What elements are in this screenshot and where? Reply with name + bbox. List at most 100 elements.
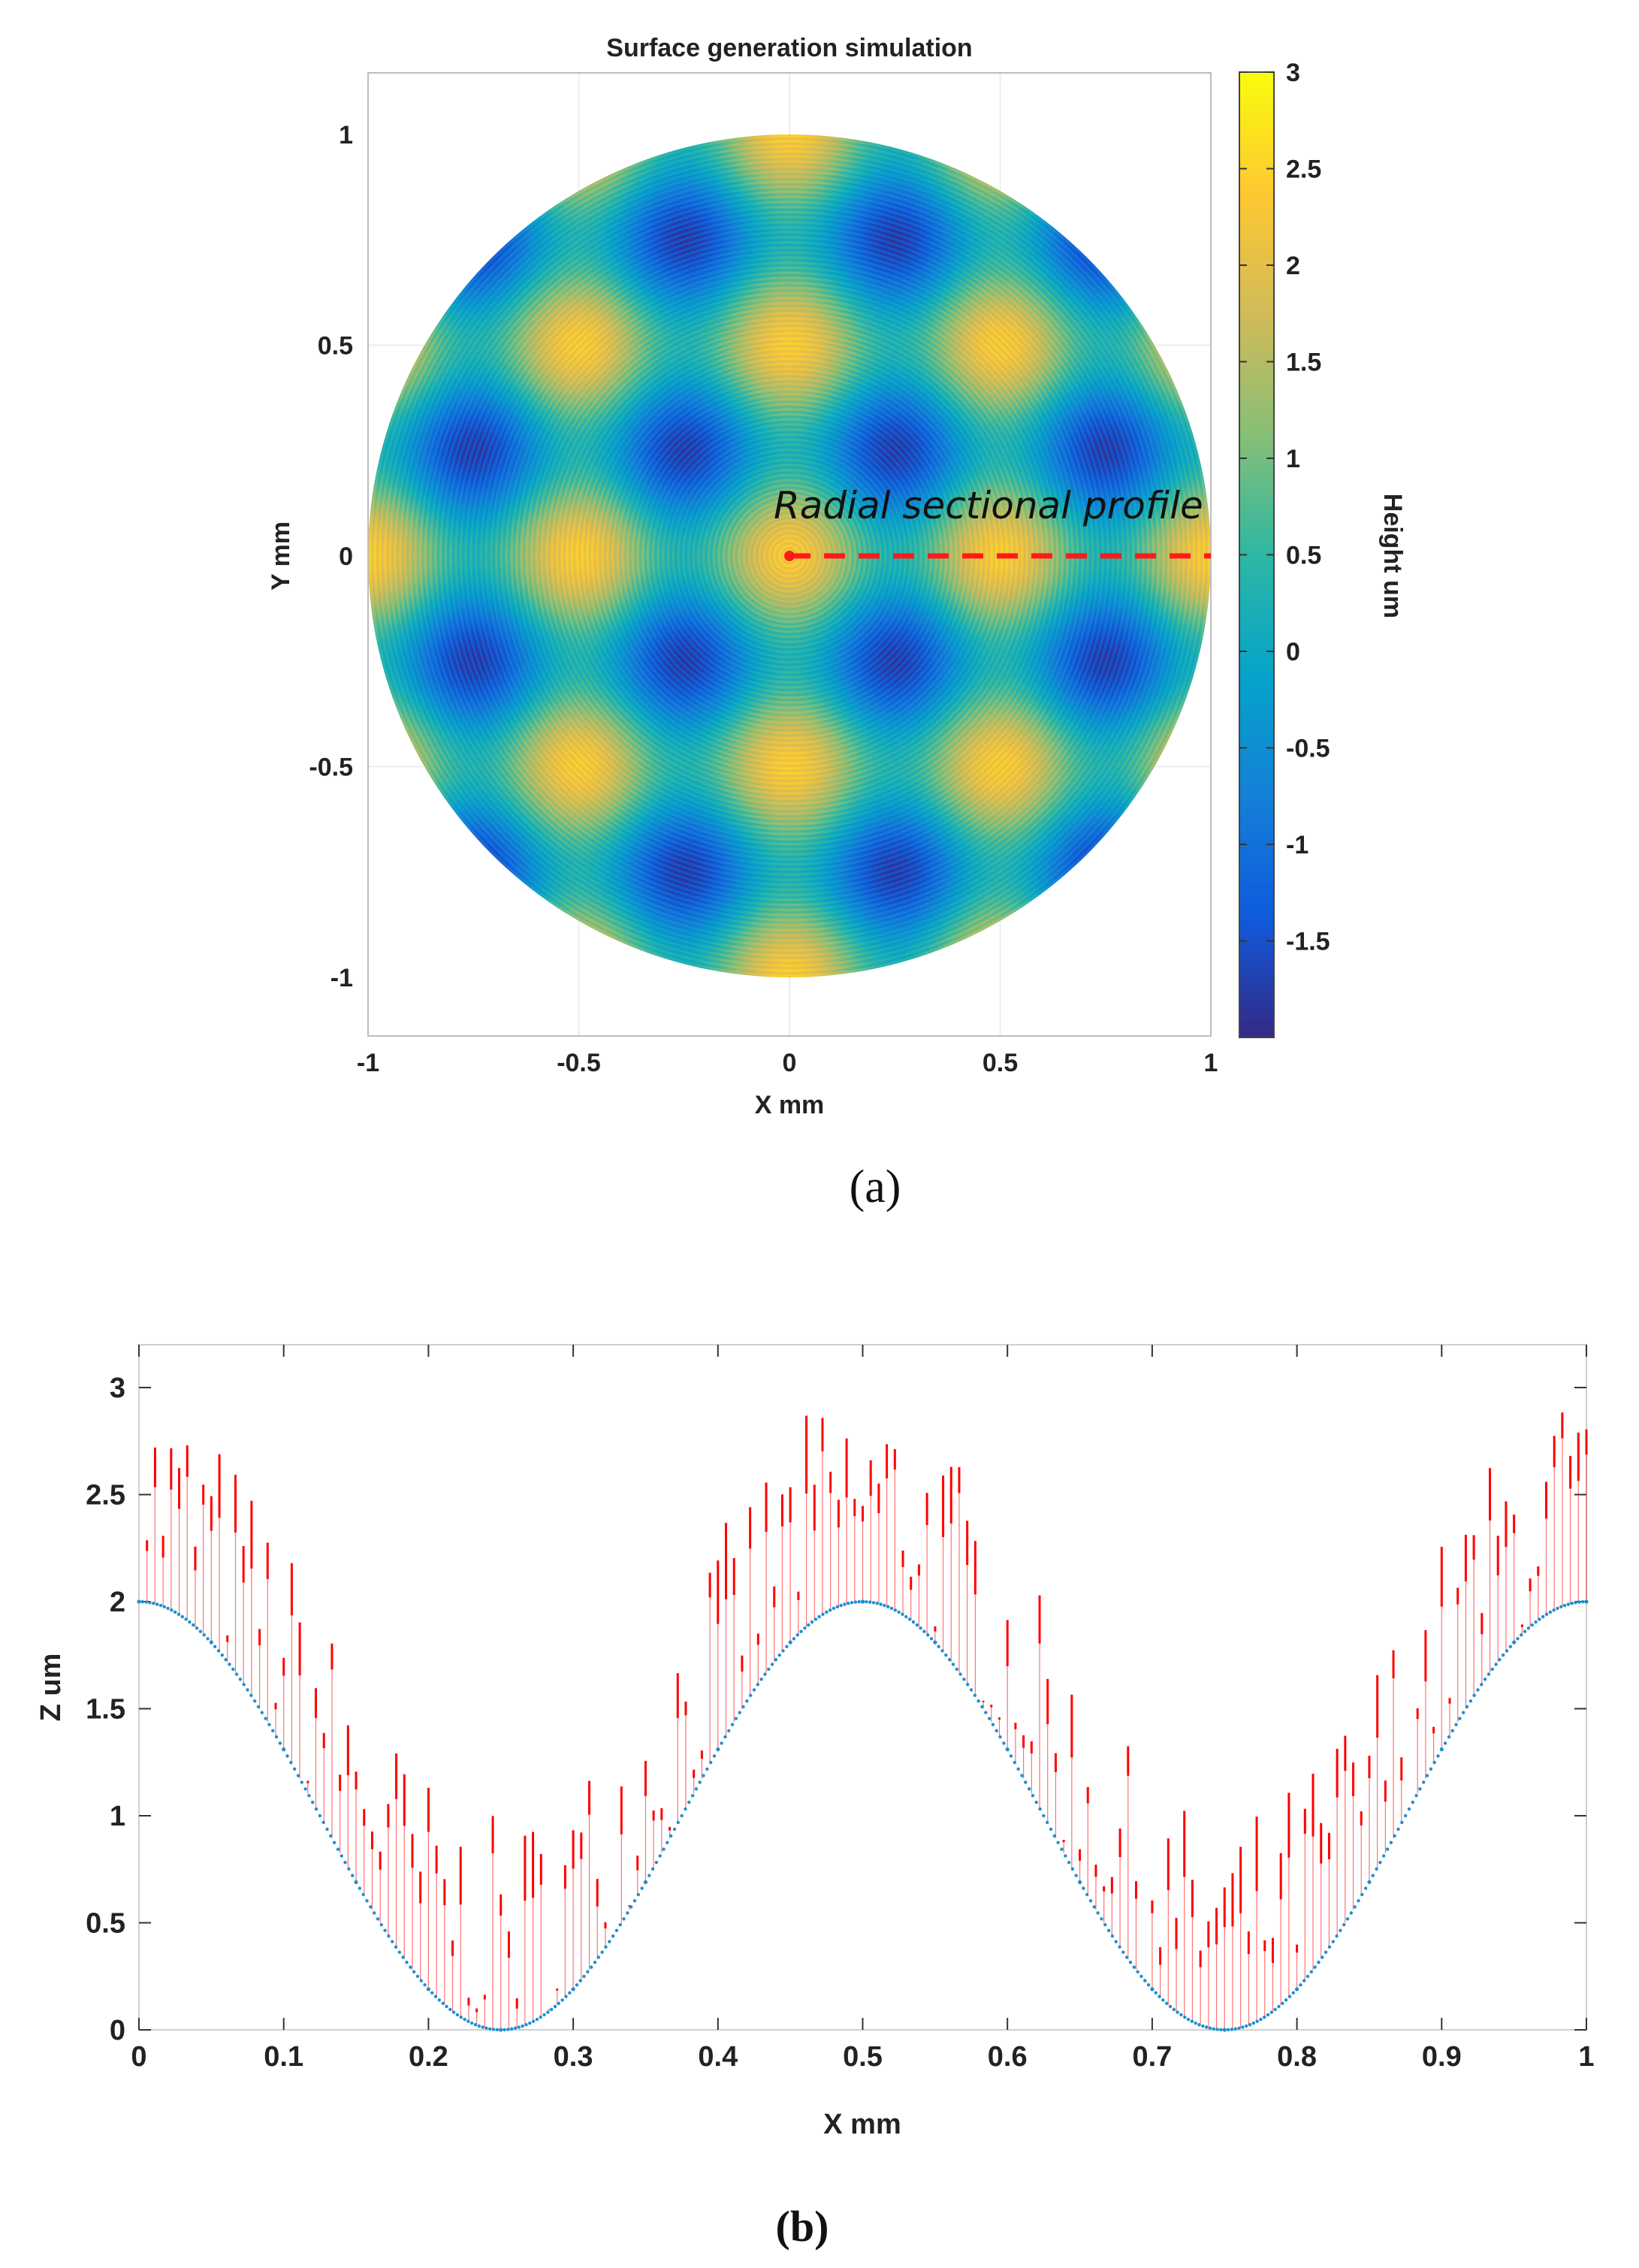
chart-b-profile-point <box>1020 1774 1024 1777</box>
chart-b-profile-point <box>684 1807 687 1811</box>
chart-b-profile-point <box>1472 1693 1476 1698</box>
chart-b-profile-point <box>329 1834 333 1838</box>
chart-b-profile-point <box>300 1780 303 1784</box>
chart-b-x-axis-label: X mm <box>823 2109 901 2140</box>
chart-b-profile-point <box>694 1787 699 1791</box>
chart-b-profile-point <box>1197 2022 1201 2027</box>
chart-b-profile-point <box>777 1653 781 1657</box>
chart-b-profile-point <box>318 1813 322 1818</box>
chart-b-profile-point <box>708 1760 713 1765</box>
chart-b-profile-point <box>596 1955 601 1959</box>
chart-b-profile-point <box>206 1637 210 1641</box>
chart-b-profile-point <box>264 1717 267 1720</box>
chart-b-profile-point <box>397 1950 402 1954</box>
chart-b-profile-point <box>752 1688 756 1692</box>
panel-a: Surface generation simulation -1 -0.5 0 0.5… <box>267 34 1407 1213</box>
chart-b-profile-point <box>998 1735 1002 1739</box>
chart-b-profile-point <box>1143 1979 1147 1983</box>
chart-b-y-tick-label: 2 <box>110 1587 125 1618</box>
chart-b-profile-point <box>412 1970 416 1974</box>
chart-b-profile-point <box>513 2026 518 2030</box>
chart-b-profile-point <box>940 1649 944 1653</box>
chart-b-profile-point <box>521 2024 524 2028</box>
chart-b-profile-point <box>774 1658 778 1662</box>
chart-b-profile-sample <box>1584 1599 1589 1604</box>
chart-b-profile-point <box>238 1678 243 1681</box>
chart-b-profile-point <box>886 1605 890 1609</box>
chart-b-profile-point <box>459 2015 463 2019</box>
chart-b-profile-point <box>636 1892 641 1897</box>
chart-b-profile-point <box>1556 1606 1559 1611</box>
chart-b-profile-point <box>575 1983 579 1987</box>
chart-b-profile-point <box>629 1905 633 1909</box>
chart-b-profile-point <box>1299 1983 1302 1987</box>
chart-b-profile-sample <box>716 1747 720 1752</box>
chart-b-profile-point <box>1052 1834 1057 1838</box>
chart-b-profile-point <box>727 1729 731 1733</box>
chart-b-profile-point <box>672 1827 677 1832</box>
chart-b-profile-point <box>647 1874 651 1877</box>
chart-b-profile-point <box>1454 1723 1458 1726</box>
chart-b-profile-point <box>224 1658 228 1662</box>
chart-b-profile-point <box>325 1827 329 1832</box>
chart-b-profile-point <box>1382 1854 1386 1858</box>
chart-b-x-tick-label: 0.1 <box>264 2041 303 2073</box>
chart-b-profile-point <box>506 2028 510 2031</box>
chart-b-profile-point <box>1121 1950 1125 1954</box>
chart-b-profile-point <box>1172 2007 1176 2012</box>
chart-b-profile-point <box>546 2010 550 2014</box>
chart-b-profile-point <box>379 1922 383 1927</box>
chart-b-profile-point <box>1505 1649 1509 1653</box>
chart-b-profile-sample <box>1439 1747 1444 1752</box>
chart-b-profile-point <box>470 2021 474 2025</box>
chart-b-profile-sample <box>571 1987 575 1992</box>
chart-b-profile-point <box>907 1617 912 1621</box>
chart-b-profile-point <box>926 1633 930 1637</box>
chart-b-profile-point <box>198 1629 203 1633</box>
chart-b-profile-point <box>466 2019 470 2023</box>
chart-b-profile-point <box>188 1620 192 1624</box>
chart-b-profile-point <box>144 1600 148 1604</box>
chart-b-profile-point <box>795 1633 799 1637</box>
chart-b-profile-point <box>445 2004 448 2009</box>
chart-b-profile-point <box>850 1601 854 1605</box>
chart-b-profile-point <box>929 1637 934 1641</box>
chart-b-x-tick-label: 0.3 <box>554 2041 593 2073</box>
chart-a-y-tick-label: -1 <box>331 964 353 992</box>
chart-b-profile-point <box>1273 2007 1277 2012</box>
chart-b-profile-point <box>296 1774 300 1777</box>
chart-b-profile-point <box>1088 1898 1093 1903</box>
chart-b-profile-point <box>1538 1617 1541 1621</box>
chart-b-profile-point <box>1092 1905 1097 1909</box>
chart-b-profile-point <box>560 1998 564 2002</box>
chart-b-profile-point <box>1244 2024 1248 2028</box>
chart-b-profile-point <box>1237 2026 1241 2030</box>
chart-b-profile-point <box>723 1735 727 1739</box>
chart-b-profile-point <box>748 1693 753 1698</box>
chart-b-x-tick-label: 0.2 <box>409 2041 448 2073</box>
chart-b-profile-point <box>1541 1614 1545 1619</box>
chart-b-profile-sample <box>1512 1640 1517 1644</box>
chart-b-profile-point <box>231 1667 235 1672</box>
chart-b-profile-point <box>1447 1735 1451 1739</box>
chart-b-profile-point <box>1501 1653 1505 1657</box>
chart-b-profile-point <box>1186 2017 1191 2022</box>
chart-b-x-tick-label: 0.8 <box>1277 2041 1317 2073</box>
chart-b-profile-point <box>807 1623 810 1627</box>
chart-b-profile-point <box>1034 1800 1038 1804</box>
chart-b-profile-point <box>904 1614 908 1619</box>
chart-b-profile-point <box>785 1644 789 1649</box>
chart-b-profile-point <box>1324 1950 1328 1954</box>
chart-b-ticks: 0 0.1 0.2 0.3 0.4 0.5 0.6 0.7 0.8 0.9 1 0 0.5 1 1.5 2 2.… <box>86 1345 1595 2073</box>
colorbar-ticks: 3 2.5 2 1.5 1 0.5 0 -0.5 -1 -1.5 <box>1239 59 1330 956</box>
chart-b-spike-series <box>137 1412 1588 2030</box>
chart-b-profile-point <box>947 1658 952 1662</box>
chart-b-profile-point <box>821 1612 825 1617</box>
chart-b-profile-point <box>1389 1841 1393 1844</box>
chart-b-profile-point <box>1114 1940 1118 1943</box>
chart-b-profile-point <box>883 1603 886 1608</box>
chart-b-profile-point <box>192 1623 195 1627</box>
chart-b-profile-point <box>712 1754 717 1758</box>
chart-b-profile-point <box>278 1741 282 1745</box>
chart-b-profile-point <box>332 1841 337 1844</box>
